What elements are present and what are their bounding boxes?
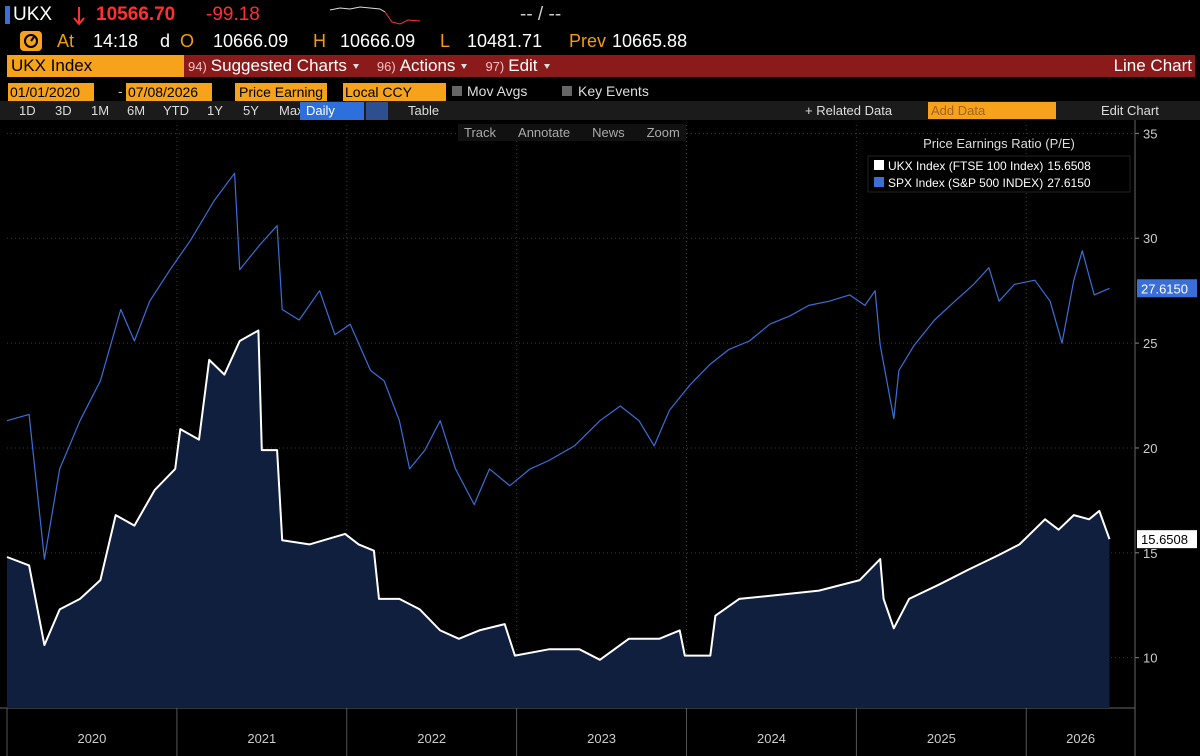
period-button[interactable]: 6M bbox=[127, 103, 146, 118]
chart-style-button[interactable] bbox=[366, 102, 388, 120]
y-tick-label: 20 bbox=[1143, 441, 1157, 456]
start-date[interactable]: 01/01/2020 bbox=[8, 83, 95, 101]
line bbox=[6, 329, 1111, 661]
prev-label: Prev bbox=[569, 31, 607, 51]
tool-button[interactable]: Zoom bbox=[646, 125, 680, 140]
period-button[interactable]: 5Y bbox=[243, 103, 259, 118]
legend-value: 15.6508 bbox=[1047, 159, 1091, 173]
time: 14:18 bbox=[93, 31, 139, 51]
high: 10666.09 bbox=[340, 31, 416, 51]
line bbox=[6, 172, 1110, 560]
legend-box bbox=[867, 155, 1131, 193]
legend-value: 27.6150 bbox=[1047, 176, 1091, 190]
tool-button[interactable]: News bbox=[592, 125, 625, 140]
high-label: H bbox=[313, 31, 326, 51]
y-tick-label: 35 bbox=[1143, 126, 1157, 141]
add-data-input[interactable]: Add Data bbox=[928, 102, 1056, 119]
y-tick-label: 15 bbox=[1143, 546, 1157, 561]
x-tick-label: 2024 bbox=[757, 731, 786, 746]
dropdown-arrow bbox=[543, 64, 550, 70]
frequency[interactable]: Daily bbox=[300, 102, 364, 120]
down-arrow bbox=[73, 7, 85, 26]
menu-number: 96) bbox=[376, 59, 396, 74]
low: 10481.71 bbox=[467, 31, 543, 51]
period-button[interactable]: 1M bbox=[91, 103, 110, 118]
open: 10666.09 bbox=[213, 31, 289, 51]
clock-icon bbox=[20, 31, 42, 51]
last-value-box bbox=[1137, 530, 1197, 549]
last-value-label: 27.6150 bbox=[1141, 281, 1188, 296]
day-flag: d bbox=[160, 31, 171, 51]
checkbox[interactable] bbox=[562, 86, 572, 96]
dropdown-arrow bbox=[461, 64, 468, 70]
price: 10566.70 bbox=[96, 4, 176, 25]
status-bar bbox=[5, 6, 10, 24]
x-tick-label: 2023 bbox=[587, 731, 616, 746]
sparkline bbox=[330, 6, 420, 25]
menu-item[interactable]: 94) Suggested Charts bbox=[188, 56, 359, 76]
menu-number: 97) bbox=[485, 59, 505, 74]
toggle[interactable]: Mov Avgs bbox=[467, 83, 528, 99]
related-data[interactable]: + Related Data bbox=[805, 103, 893, 118]
x-tick-label: 2020 bbox=[77, 731, 106, 746]
dropdown-arrow bbox=[352, 64, 359, 70]
last-value-label: 15.6508 bbox=[1141, 532, 1188, 547]
y-tick-label: 30 bbox=[1143, 231, 1157, 246]
toggle[interactable]: Key Events bbox=[578, 83, 649, 99]
security-box[interactable]: UKX Index bbox=[7, 55, 184, 77]
ticker: UKX bbox=[13, 4, 53, 25]
prev: 10665.88 bbox=[612, 31, 688, 51]
change: -99.18 bbox=[206, 4, 260, 25]
period-button[interactable]: 3D bbox=[55, 103, 72, 118]
x-tick-label: 2026 bbox=[1066, 731, 1095, 746]
chart-tools: Track Annotate News Zoom bbox=[458, 124, 686, 141]
x-tick-label: 2021 bbox=[247, 731, 276, 746]
menu-label: Actions bbox=[399, 56, 456, 75]
open-label: O bbox=[180, 31, 195, 51]
y-tick-label: 10 bbox=[1143, 651, 1157, 666]
low-label: L bbox=[440, 31, 451, 51]
menu-item[interactable]: 96) Actions bbox=[377, 56, 468, 76]
menu-bar bbox=[184, 55, 1195, 77]
checkbox[interactable] bbox=[452, 86, 462, 96]
menu-label: Suggested Charts bbox=[210, 56, 347, 75]
tool-button[interactable]: Annotate bbox=[518, 125, 571, 140]
period-button[interactable]: 1Y bbox=[207, 103, 223, 118]
last-value-box bbox=[1137, 279, 1197, 298]
menu-label: Edit bbox=[508, 56, 538, 75]
legend-label: SPX Index (S&P 500 INDEX) bbox=[888, 176, 1043, 190]
currency-select[interactable]: Local CCY bbox=[343, 83, 446, 101]
menu-number: 94) bbox=[188, 59, 207, 74]
edit-chart[interactable]: Edit Chart bbox=[1101, 103, 1159, 118]
table-button[interactable]: Table bbox=[408, 103, 440, 118]
y-tick-label: 25 bbox=[1143, 336, 1157, 351]
tool-button[interactable]: Track bbox=[464, 125, 497, 140]
range: -- / -- bbox=[520, 4, 562, 25]
legend-label: UKX Index (FTSE 100 Index) bbox=[888, 159, 1043, 173]
end-date[interactable]: 07/08/2026 bbox=[126, 83, 213, 101]
x-tick-label: 2025 bbox=[927, 731, 956, 746]
x-tick-label: 2022 bbox=[417, 731, 446, 746]
at-label: At bbox=[57, 31, 75, 51]
legend-title: Price Earnings Ratio (P/E) bbox=[923, 136, 1075, 151]
view-type: Line Chart bbox=[1113, 56, 1192, 75]
legend-swatch bbox=[874, 177, 884, 187]
area bbox=[7, 330, 1110, 708]
menu-items: 94) Suggested Charts 96) Actions 97) Edit bbox=[188, 56, 550, 76]
period-button[interactable]: YTD bbox=[163, 103, 189, 118]
legend-swatch bbox=[874, 160, 884, 170]
period-button[interactable]: Max bbox=[279, 103, 304, 118]
menu-item[interactable]: 97) Edit bbox=[485, 56, 550, 76]
date-separator: - bbox=[118, 83, 123, 99]
field-select[interactable]: Price Earning bbox=[235, 83, 328, 101]
period-button[interactable]: 1D bbox=[19, 103, 36, 118]
